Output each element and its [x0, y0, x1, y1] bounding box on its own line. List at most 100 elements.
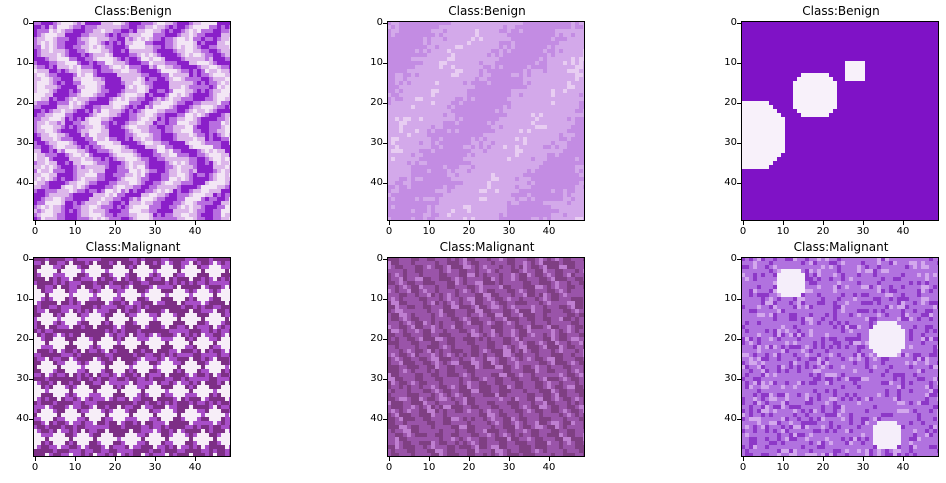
y-tick-label: 20 — [16, 333, 29, 344]
panel-5: Class:Malignant 0 10 20 30 40 0 10 20 30 40 — [370, 238, 587, 478]
y-tick-label: 10 — [16, 293, 29, 304]
y-tick — [737, 63, 741, 64]
image-plot — [741, 257, 939, 457]
image-plot — [387, 257, 585, 457]
x-tick-label: 40 — [188, 226, 202, 237]
tissue-image — [33, 257, 231, 457]
y-tick-label: 10 — [370, 293, 383, 304]
x-tick — [155, 457, 156, 461]
axes-frame — [741, 21, 939, 221]
image-plot — [33, 21, 231, 221]
y-tick-label: 30 — [16, 137, 29, 148]
x-tick-label: 40 — [896, 462, 910, 473]
y-tick — [737, 259, 741, 260]
x-tick-label: 10 — [422, 462, 436, 473]
x-tick — [743, 221, 744, 225]
x-tick — [469, 457, 470, 461]
y-tick — [737, 23, 741, 24]
x-tick — [429, 457, 430, 461]
y-tick-label: 40 — [724, 177, 737, 188]
x-tick-label: 40 — [542, 226, 556, 237]
x-tick-label: 10 — [776, 462, 790, 473]
x-tick — [469, 221, 470, 225]
tissue-image — [741, 21, 939, 221]
x-tick — [783, 457, 784, 461]
y-tick-label: 30 — [370, 373, 383, 384]
y-tick — [737, 379, 741, 380]
y-tick-label: 30 — [370, 137, 383, 148]
y-tick — [29, 103, 33, 104]
x-tick-label: 20 — [816, 462, 830, 473]
y-tick — [383, 299, 387, 300]
x-tick — [35, 221, 36, 225]
y-tick — [29, 339, 33, 340]
axes-frame — [741, 257, 939, 457]
y-tick — [383, 259, 387, 260]
y-tick-label: 40 — [724, 413, 737, 424]
image-plot — [387, 21, 585, 221]
y-tick-label: 10 — [724, 57, 737, 68]
x-tick — [75, 457, 76, 461]
x-tick — [903, 457, 904, 461]
x-tick — [863, 457, 864, 461]
y-tick-label: 0 — [376, 17, 383, 28]
x-tick-label: 30 — [148, 226, 162, 237]
x-tick-label: 0 — [739, 462, 747, 473]
x-tick-label: 30 — [502, 462, 516, 473]
x-tick — [35, 457, 36, 461]
y-tick — [29, 143, 33, 144]
x-tick — [155, 221, 156, 225]
panel-title: Class:Malignant — [793, 240, 889, 254]
x-tick — [823, 457, 824, 461]
y-tick-label: 40 — [16, 177, 29, 188]
x-tick — [195, 221, 196, 225]
x-tick-label: 40 — [896, 226, 910, 237]
axes-frame — [387, 21, 585, 221]
y-tick — [737, 143, 741, 144]
x-tick-label: 30 — [856, 462, 870, 473]
y-tick — [737, 419, 741, 420]
x-tick-label: 10 — [422, 226, 436, 237]
y-tick-label: 0 — [730, 253, 737, 264]
x-tick — [549, 457, 550, 461]
tissue-image — [387, 21, 585, 221]
panel-title: Class:Malignant — [439, 240, 535, 254]
panel-title: Class:Benign — [448, 4, 526, 18]
x-tick-label: 0 — [385, 462, 393, 473]
y-tick-label: 10 — [724, 293, 737, 304]
y-tick-label: 0 — [22, 253, 29, 264]
image-plot — [33, 257, 231, 457]
x-tick — [783, 221, 784, 225]
x-tick — [429, 221, 430, 225]
y-tick — [29, 183, 33, 184]
y-tick — [383, 63, 387, 64]
x-tick-label: 0 — [385, 226, 393, 237]
panel-title: Class:Malignant — [85, 240, 181, 254]
x-tick — [115, 221, 116, 225]
panel-title: Class:Benign — [94, 4, 172, 18]
axes-frame — [33, 257, 231, 457]
y-tick — [29, 419, 33, 420]
y-tick-label: 0 — [376, 253, 383, 264]
y-tick — [383, 419, 387, 420]
panel-2: Class:Benign 0 10 20 30 40 0 10 20 30 40 — [370, 2, 587, 242]
x-tick-label: 10 — [776, 226, 790, 237]
x-tick — [195, 457, 196, 461]
y-tick — [737, 103, 741, 104]
y-tick-label: 20 — [370, 97, 383, 108]
x-tick — [389, 457, 390, 461]
y-tick — [29, 379, 33, 380]
x-tick-label: 40 — [542, 462, 556, 473]
x-tick — [743, 457, 744, 461]
y-tick — [383, 339, 387, 340]
panel-title: Class:Benign — [802, 4, 880, 18]
x-tick-label: 20 — [108, 462, 122, 473]
y-tick — [383, 379, 387, 380]
y-tick-label: 0 — [730, 17, 737, 28]
y-tick-label: 10 — [370, 57, 383, 68]
y-tick-label: 20 — [370, 333, 383, 344]
y-tick — [29, 299, 33, 300]
x-tick-label: 40 — [188, 462, 202, 473]
y-tick-label: 10 — [16, 57, 29, 68]
y-tick-label: 30 — [16, 373, 29, 384]
